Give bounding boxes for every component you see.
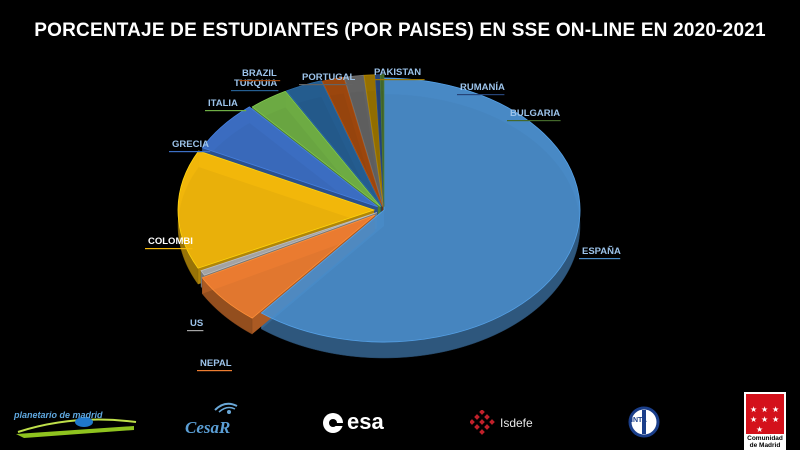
esa-logo: esa [322, 409, 392, 440]
slice-colombi [177, 150, 376, 269]
svg-text:★: ★ [750, 405, 757, 414]
label-underline-2 [197, 370, 232, 372]
comunidad-madrid-logo: ★ ★ ★ ★ ★ ★ ★ Comunidad de Madrid [744, 392, 786, 450]
label-portugal: PORTUGAL [302, 72, 356, 83]
isdefe-text: Isdefe [500, 416, 533, 430]
label-underline-8 [239, 80, 281, 82]
label-underline-9 [299, 84, 353, 86]
slice-italia [251, 90, 381, 208]
inta-emblem-icon [628, 406, 660, 438]
label-underline-6 [205, 110, 247, 112]
label-rumanía: RUMANÍA [460, 82, 505, 93]
svg-text:★: ★ [750, 415, 757, 424]
label-turquia: TURQUIA [234, 78, 277, 89]
pie-tops [177, 74, 581, 343]
comunidad-text-line2: de Madrid [749, 442, 781, 449]
pie-labels: ESPAÑANEPALUSCOLOMBIGRECIAITALIATURQUIAB… [145, 67, 621, 372]
label-italia: ITALIA [208, 98, 238, 109]
label-underline-10 [371, 79, 425, 81]
isdefe-grid-icon [470, 410, 495, 435]
svg-text:★: ★ [772, 415, 779, 424]
svg-text:★: ★ [761, 415, 768, 424]
label-españa: ESPAÑA [582, 246, 621, 257]
slice-turquia [285, 80, 382, 207]
slice-nepal [201, 214, 376, 319]
cesar-satellite-icon [214, 402, 238, 414]
cesar-text: CesaR [185, 418, 231, 437]
logo-bar: planetario de madrid CesaR esa [0, 388, 800, 450]
planetario-swoosh-icon [16, 417, 137, 438]
label-brazil: BRAZIL [242, 68, 277, 79]
inta-logo: INTA [628, 406, 660, 438]
madrid-stars-flag-icon: ★ ★ ★ ★ ★ ★ ★ [746, 394, 784, 434]
label-bulgaria: BULGARIA [510, 108, 560, 119]
comunidad-text-line1: Comunidad [747, 435, 783, 442]
slice-españa [260, 77, 581, 343]
label-underline-1 [579, 258, 621, 260]
svg-text:★: ★ [761, 405, 768, 414]
label-grecia: GRECIA [172, 139, 209, 150]
label-underline-11 [457, 94, 505, 96]
label-us: US [190, 318, 203, 329]
svg-text:★: ★ [772, 405, 779, 414]
cesar-logo: CesaR [185, 396, 255, 441]
label-underline-4 [145, 248, 193, 250]
slice-us [200, 212, 378, 276]
esa-emblem-icon [323, 413, 343, 433]
planetario-text: planetario de madrid [14, 410, 103, 420]
svg-text:★: ★ [756, 425, 763, 434]
slice-bulgaria [379, 74, 385, 207]
chart-title: PORCENTAJE DE ESTUDIANTES (POR PAISES) E… [34, 20, 766, 41]
isdefe-logo: Isdefe [470, 410, 540, 440]
slice-grecia [201, 106, 378, 208]
esa-text: esa [347, 409, 384, 434]
label-underline-12 [507, 120, 561, 122]
label-underline-3 [187, 330, 204, 332]
planetario-logo: planetario de madrid [14, 408, 139, 438]
slice-brazil [321, 76, 384, 207]
label-pakistan: PAKISTAN [374, 67, 421, 78]
pie-chart: ESPAÑANEPALUSCOLOMBIGRECIAITALIATURQUIAB… [145, 67, 621, 372]
inta-text: INTA [631, 417, 647, 424]
label-underline-7 [231, 90, 279, 92]
label-nepal: NEPAL [200, 358, 232, 369]
label-colombi: COLOMBI [148, 236, 193, 247]
label-underline-5 [169, 151, 211, 153]
